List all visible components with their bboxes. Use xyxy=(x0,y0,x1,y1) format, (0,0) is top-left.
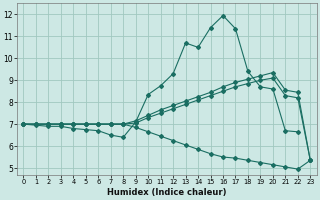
X-axis label: Humidex (Indice chaleur): Humidex (Indice chaleur) xyxy=(107,188,227,197)
